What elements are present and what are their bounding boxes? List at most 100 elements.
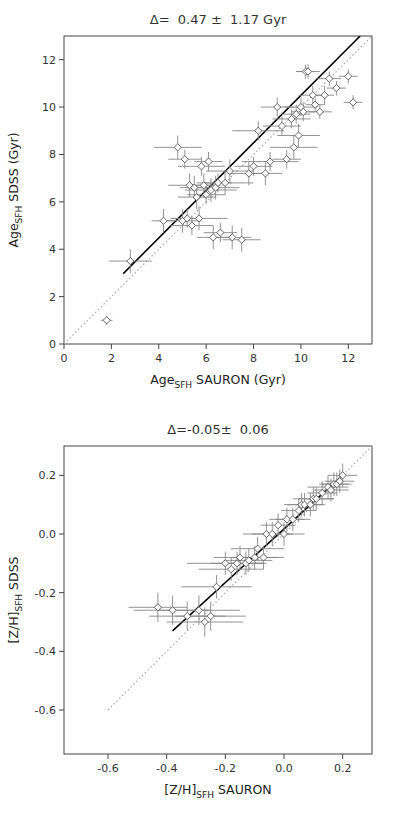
x-tick-label: 0.2 <box>334 762 352 775</box>
point <box>222 560 229 567</box>
x-tick-label: 8 <box>250 352 257 365</box>
reference-line <box>64 36 372 344</box>
point <box>267 158 274 165</box>
points <box>103 68 357 324</box>
x-tick <box>64 344 65 349</box>
points <box>154 472 346 626</box>
title: Δ=-0.05± 0.06 <box>167 422 269 437</box>
point <box>349 99 356 106</box>
point <box>195 215 202 222</box>
label-part: SDSS (Gyr) <box>6 132 21 205</box>
point <box>293 111 300 118</box>
x-tick <box>342 754 343 759</box>
point <box>290 144 297 151</box>
point <box>222 179 229 186</box>
reference-line <box>108 446 372 710</box>
point <box>201 618 208 625</box>
point <box>254 545 261 552</box>
point <box>295 132 302 139</box>
point <box>210 234 217 241</box>
point <box>321 92 328 99</box>
y-tick <box>59 534 64 535</box>
point <box>160 217 167 224</box>
point <box>313 495 320 502</box>
x-tick-label: 6 <box>203 352 210 365</box>
label-part: [Z/H] <box>6 612 21 644</box>
point <box>333 85 340 92</box>
point <box>345 73 352 80</box>
point <box>217 229 224 236</box>
point <box>213 583 220 590</box>
point <box>245 170 252 177</box>
x-tick <box>284 754 285 759</box>
point <box>228 566 235 573</box>
x-tick-label: 0.0 <box>275 762 293 775</box>
y-tick <box>59 249 64 250</box>
figure: Δ= 0.47 ± 1.17 Gyr024681012024681012AgeS… <box>0 0 398 819</box>
y-tick <box>59 154 64 155</box>
label-part: SAURON (Gyr) <box>192 372 286 387</box>
point <box>198 163 205 170</box>
chart: Δ=-0.05± 0.06-0.6-0.4-0.20.00.2-0.6-0.4-… <box>6 422 372 800</box>
plot-frame <box>64 36 372 344</box>
x-tick <box>225 754 226 759</box>
label-part: SFH <box>14 594 24 612</box>
label-part: [Z/H] <box>164 782 196 797</box>
axes: -0.6-0.4-0.20.00.2-0.6-0.4-0.20.00.2 <box>35 446 372 775</box>
label-part: SAURON <box>214 782 272 797</box>
y-tick <box>59 475 64 476</box>
point <box>214 179 221 186</box>
page: Age and metallicity comparison html, bod… <box>0 0 398 819</box>
title: Δ= 0.47 ± 1.17 Gyr <box>150 12 287 27</box>
point <box>312 101 319 108</box>
point <box>251 554 258 561</box>
point <box>255 127 262 134</box>
y-axis-label: [Z/H]SFH SDSS <box>6 556 24 643</box>
error-bars <box>129 464 358 637</box>
label-part: SFH <box>14 206 24 224</box>
point <box>289 516 296 523</box>
point <box>278 122 285 129</box>
point <box>300 108 307 115</box>
y-tick-label: 10 <box>42 101 56 114</box>
point <box>250 163 257 170</box>
point <box>103 317 110 324</box>
point <box>316 108 323 115</box>
y-tick <box>59 592 64 593</box>
x-tick <box>253 344 254 349</box>
y-axis-label: AgeSFH SDSS (Gyr) <box>6 132 24 247</box>
x-tick <box>166 754 167 759</box>
x-tick-label: 0 <box>61 352 68 365</box>
error-bars <box>101 64 363 325</box>
label-part: Age <box>150 372 174 387</box>
y-tick-label: 0.0 <box>39 528 57 541</box>
y-tick-label: 0.2 <box>39 469 57 482</box>
label-part: SFH <box>196 790 214 800</box>
point <box>262 170 269 177</box>
point <box>274 103 281 110</box>
x-tick-label: 10 <box>294 352 308 365</box>
y-tick <box>59 107 64 108</box>
point <box>226 167 233 174</box>
x-tick-label: -0.6 <box>97 762 118 775</box>
fit-line <box>173 475 343 630</box>
x-tick-label: 2 <box>108 352 115 365</box>
y-tick-label: 8 <box>49 148 56 161</box>
point <box>309 92 316 99</box>
point <box>195 607 202 614</box>
point <box>275 522 282 529</box>
point <box>238 236 245 243</box>
y-tick-label: -0.4 <box>35 645 56 658</box>
point <box>339 472 346 479</box>
point <box>319 489 326 496</box>
fit-line <box>123 36 360 274</box>
axes: 024681012024681012 <box>42 36 372 365</box>
y-tick <box>59 344 64 345</box>
point <box>283 156 290 163</box>
point <box>191 184 198 191</box>
y-tick <box>59 651 64 652</box>
point <box>205 158 212 165</box>
plot-frame <box>64 446 372 754</box>
point <box>193 194 200 201</box>
plot-area <box>64 36 372 344</box>
